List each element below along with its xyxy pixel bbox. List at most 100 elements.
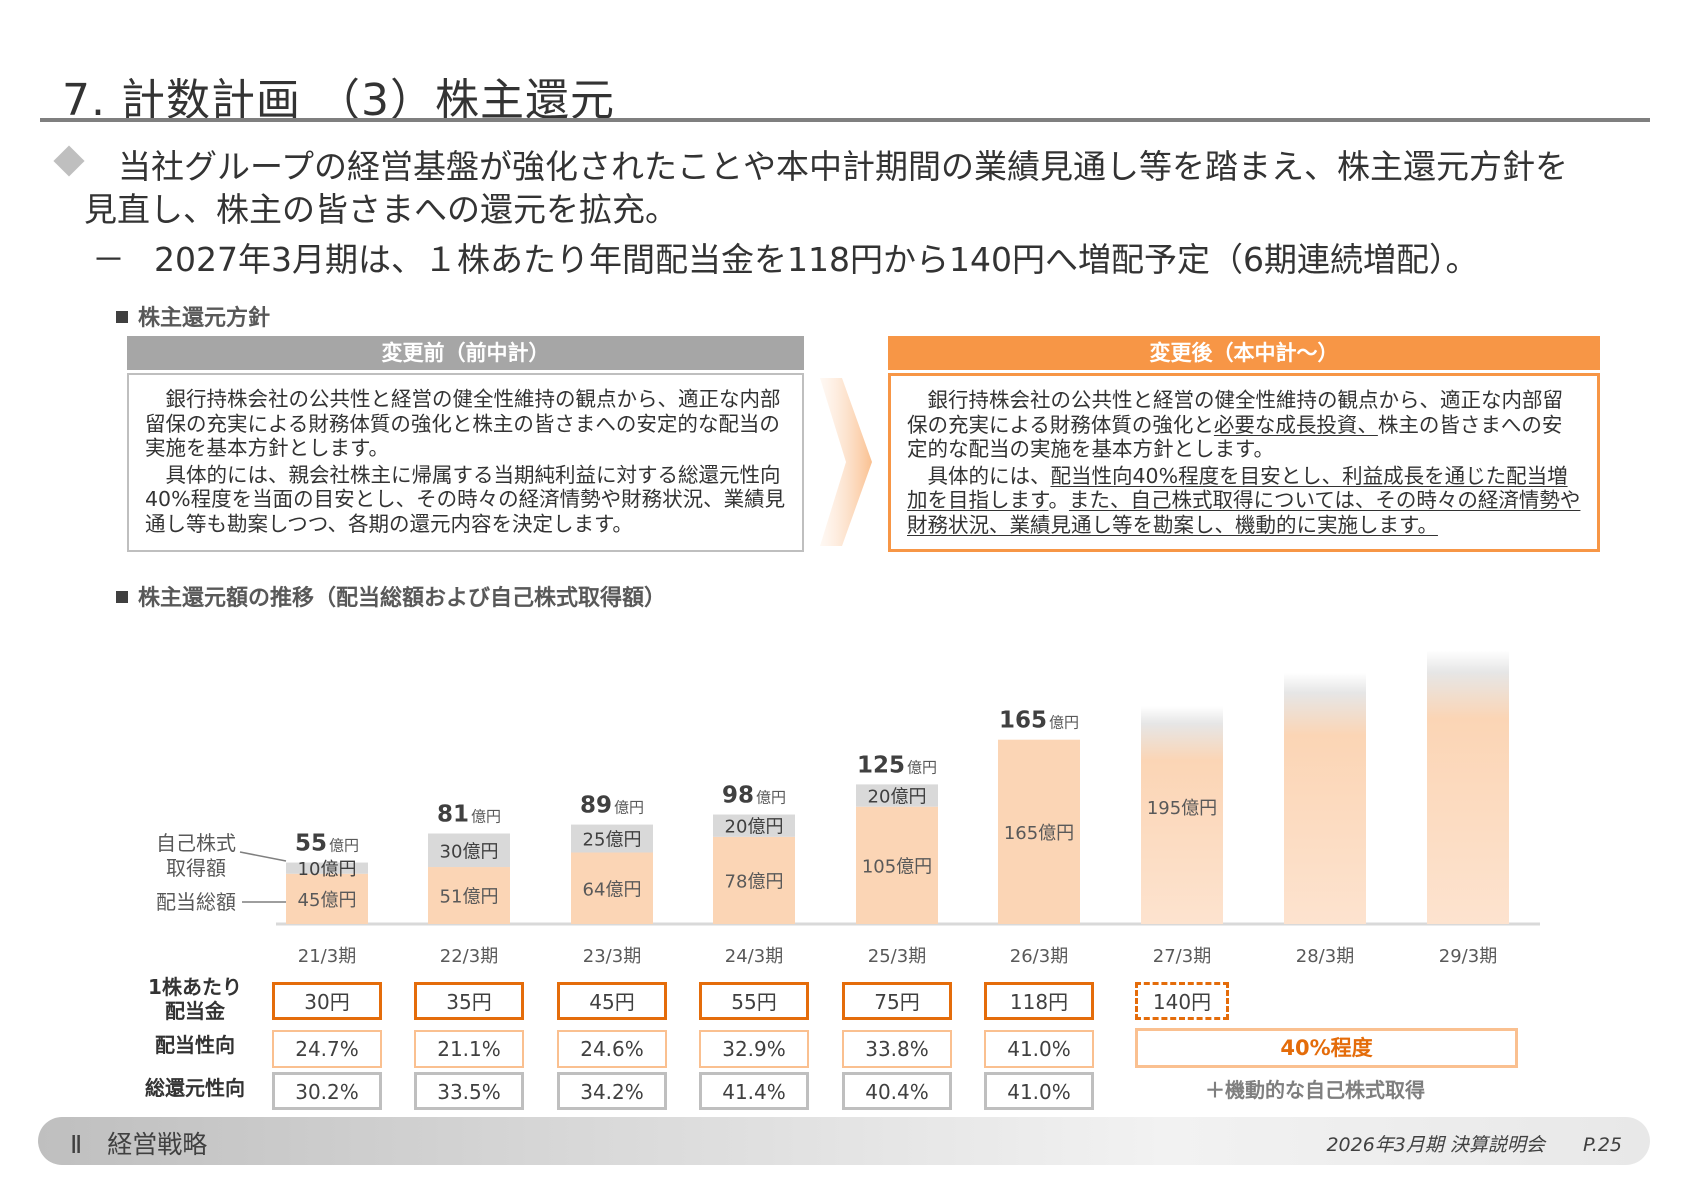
bar-total-unit: 億円	[756, 789, 786, 807]
dps-cell: 75円	[842, 982, 952, 1020]
buyback-bar	[571, 824, 653, 853]
dps-cell: 30円	[272, 982, 382, 1020]
buyback-segment-label: 25億円	[583, 830, 642, 851]
payout-cell: 21.1%	[414, 1030, 524, 1068]
bullet-line-2: 見直し、株主の皆さまへの還元を拡充。	[84, 190, 678, 229]
bar-total-value: 98	[722, 783, 754, 809]
bar-total-unit: 億円	[329, 837, 359, 855]
bar-total-value: 125	[857, 752, 905, 778]
forecast-bar	[1284, 672, 1366, 924]
dividend-bar	[998, 739, 1080, 924]
dividend-bar	[713, 836, 795, 924]
trend-heading-text: 株主還元額の推移（配当総額および自己株式取得額）	[138, 586, 667, 611]
payout-cell: 24.6%	[557, 1030, 667, 1068]
dividend-segment-label: 105億円	[862, 856, 932, 877]
total-row-label: 総還元性向	[145, 1076, 245, 1100]
footer-event: 2026年3月期 決算説明会	[1326, 1134, 1545, 1156]
dps-cell: 35円	[414, 982, 524, 1020]
x-tick-label: 28/3期	[1296, 946, 1354, 967]
policy-after-p2c: 。	[1048, 488, 1069, 512]
buyback-segment-label: 30億円	[440, 841, 499, 862]
footer-section: Ⅱ 経営戦略	[70, 1130, 208, 1159]
x-tick-label: 22/3期	[440, 946, 498, 967]
forecast-bar	[1427, 650, 1509, 924]
dividend-segment-label: 45億円	[298, 890, 357, 911]
chevron-right-icon	[820, 378, 872, 546]
legend-buyback-label: 自己株式	[156, 831, 236, 855]
policy-heading-text: 株主還元方針	[138, 306, 271, 331]
dps-cell: 45円	[557, 982, 667, 1020]
policy-after-p2b: 配当性向40%程度を目安とし、利益成長を通じた配当増加を目指します	[907, 463, 1568, 513]
policy-after-box: 銀行持株会社の公共性と経営の健全性維持の観点から、適正な内部留保の充実による財務…	[888, 373, 1600, 552]
policy-after-p1b: 必要な成長投資、	[1213, 412, 1378, 437]
legend-dividend-label: 配当総額	[156, 890, 236, 914]
dividend-segment-label: 51億円	[440, 887, 499, 908]
page-title: 7. 計数計画 （3）株主還元	[62, 75, 615, 126]
dividend-segment-label: 78億円	[725, 871, 784, 892]
bar-total-unit: 億円	[907, 758, 937, 776]
payout-cell: 32.9%	[699, 1030, 809, 1068]
forecast-bar	[1141, 706, 1223, 924]
buyback-segment-label: 20億円	[868, 787, 927, 808]
policy-after-p1a: 銀行持株会社の公共性と経営の健全性維持の観点から、適正な内部留保の充実による財務…	[907, 388, 1563, 437]
policy-after-p1: 銀行持株会社の公共性と経営の健全性維持の観点から、適正な内部留保の充実による財務…	[907, 388, 1581, 462]
dps-cell: 140円	[1135, 982, 1229, 1020]
x-tick-label: 24/3期	[725, 946, 783, 967]
dps-row-label-line1: 1株あたり	[148, 975, 242, 999]
footer-meta: 2026年3月期 決算説明会 P.25	[1326, 1130, 1622, 1157]
policy-after-p2d: また、自己株式取得については、その時々の経済情勢や財務状況、業績見通し等を勘案し…	[907, 488, 1581, 537]
policy-after-p1c: 株主の皆さまへの安定的な配当の実施を基本方針とします。	[907, 412, 1563, 462]
payout-cell: 33.8%	[842, 1030, 952, 1068]
bar-total-label: 165 億円	[999, 708, 1079, 734]
bar-total-label: 98 億円	[722, 783, 786, 809]
trend-section-heading: 株主還元額の推移（配当総額および自己株式取得額）	[116, 580, 666, 612]
footer-page: P.25	[1582, 1134, 1622, 1156]
x-tick-label: 29/3期	[1439, 946, 1497, 967]
bar-total-unit: 億円	[471, 808, 501, 826]
payout-target-cell: 40%程度	[1135, 1028, 1518, 1068]
x-tick-label: 21/3期	[298, 946, 356, 967]
bar-total-unit: 億円	[614, 799, 644, 817]
legend-buyback-leader	[239, 851, 287, 862]
total-return-cell: 33.5%	[414, 1072, 524, 1110]
x-tick-label: 23/3期	[583, 946, 641, 967]
buyback-bar	[856, 784, 938, 807]
policy-before-box: 銀行持株会社の公共性と経営の健全性維持の観点から、適正な内部留保の充実による財務…	[127, 373, 804, 552]
sub-bullet-text: 2027年3月期は、１株あたり年間配当金を118円から140円へ増配予定（6期連…	[154, 240, 1479, 279]
bar-total-label: 81 億円	[437, 802, 501, 828]
x-tick-label: 25/3期	[868, 946, 926, 967]
bar-total-value: 89	[580, 793, 612, 819]
payout-cell: 41.0%	[984, 1030, 1094, 1068]
policy-after-p2: 具体的には、配当性向40%程度を目安とし、利益成長を通じた配当増加を目指します。…	[907, 464, 1581, 538]
bar-total-value: 165	[999, 708, 1047, 734]
legend-buyback-label: 取得額	[166, 856, 226, 880]
dividend-bar	[856, 806, 938, 924]
title-rule	[40, 118, 1650, 122]
footer-bar: Ⅱ 経営戦略 2026年3月期 決算説明会 P.25	[38, 1117, 1650, 1165]
buyback-bar	[286, 862, 368, 874]
total-return-cell: 40.4%	[842, 1072, 952, 1110]
sub-bullet-dash: －	[92, 240, 125, 279]
buyback-bar	[428, 833, 510, 868]
total-return-cell: 41.4%	[699, 1072, 809, 1110]
payout-cell: 24.7%	[272, 1030, 382, 1068]
dps-cell: 118円	[984, 982, 1094, 1020]
x-tick-label: 26/3期	[1010, 946, 1068, 967]
bar-total-value: 81	[437, 802, 469, 828]
dividend-bar	[571, 852, 653, 924]
policy-after-p2a: 具体的には、	[927, 463, 1051, 488]
total-return-cell: 30.2%	[272, 1072, 382, 1110]
policy-before-p2: 具体的には、親会社株主に帰属する当期純利益に対する総還元性向40%程度を当面の目…	[145, 462, 786, 536]
bar-total-label: 89 億円	[580, 793, 644, 819]
buyback-bar	[713, 814, 795, 837]
dps-cell: 55円	[699, 982, 809, 1020]
square-bullet-icon	[116, 311, 128, 323]
bar-total-label: 55 億円	[295, 831, 359, 857]
x-tick-label: 27/3期	[1153, 946, 1211, 967]
diamond-bullet-icon	[53, 145, 85, 177]
bar-total-label: 125 億円	[857, 752, 937, 778]
dps-row-label: 1株あたり 配当金	[130, 975, 260, 1023]
policy-section-heading: 株主還元方針	[116, 300, 270, 332]
dividend-segment-label: 165億円	[1004, 823, 1074, 844]
bar-total-value: 55	[295, 831, 327, 857]
